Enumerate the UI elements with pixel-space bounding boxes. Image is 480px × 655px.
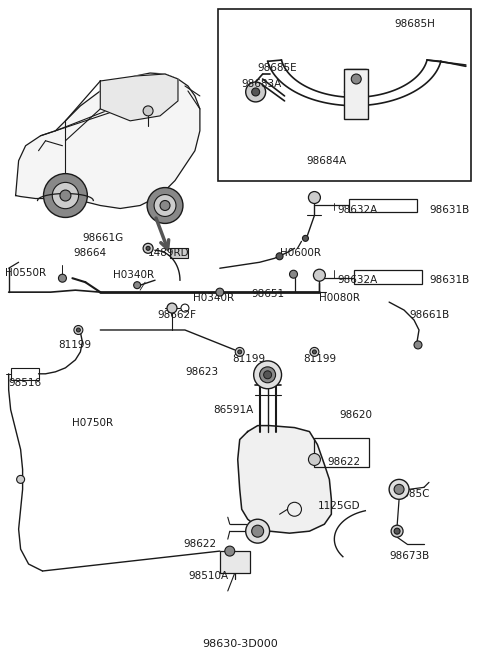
Circle shape — [414, 341, 422, 349]
Circle shape — [143, 106, 153, 116]
Circle shape — [160, 200, 170, 210]
Text: H0080R: H0080R — [319, 293, 360, 303]
Text: 98623: 98623 — [185, 367, 218, 377]
Circle shape — [289, 271, 298, 278]
Circle shape — [309, 191, 320, 204]
Text: H0340R: H0340R — [193, 293, 234, 303]
Circle shape — [52, 182, 79, 209]
Circle shape — [133, 282, 141, 289]
Text: 98632A: 98632A — [337, 206, 378, 215]
Circle shape — [260, 367, 276, 383]
Circle shape — [313, 269, 325, 281]
Text: 98622: 98622 — [327, 457, 360, 468]
Circle shape — [389, 479, 409, 499]
Circle shape — [394, 528, 400, 534]
Circle shape — [264, 371, 272, 379]
Text: 98664: 98664 — [73, 248, 107, 258]
Circle shape — [391, 525, 403, 537]
Text: 98651: 98651 — [252, 289, 285, 299]
Bar — [11, 368, 38, 380]
Circle shape — [238, 350, 242, 354]
Text: H0600R: H0600R — [279, 248, 321, 258]
Circle shape — [154, 195, 176, 216]
Polygon shape — [16, 73, 200, 208]
Text: 98620: 98620 — [339, 409, 372, 420]
Text: 98685E: 98685E — [258, 63, 297, 73]
Circle shape — [74, 326, 83, 335]
Text: 98510A: 98510A — [188, 571, 228, 581]
Circle shape — [167, 303, 177, 313]
Circle shape — [60, 190, 71, 201]
Text: 1125GD: 1125GD — [317, 501, 360, 512]
Circle shape — [252, 525, 264, 537]
Bar — [354, 271, 422, 284]
Text: 98683A: 98683A — [242, 79, 282, 89]
Circle shape — [44, 174, 87, 217]
Text: 86591A: 86591A — [213, 405, 253, 415]
Text: 98685C: 98685C — [389, 489, 430, 499]
Text: 98631B: 98631B — [429, 275, 469, 285]
Circle shape — [312, 350, 316, 354]
Circle shape — [309, 453, 320, 466]
Circle shape — [310, 347, 319, 356]
Bar — [314, 438, 369, 468]
Text: 81199: 81199 — [59, 340, 92, 350]
Circle shape — [225, 546, 235, 556]
Circle shape — [59, 274, 66, 282]
Circle shape — [147, 187, 183, 223]
Text: 98661G: 98661G — [83, 233, 124, 244]
Bar — [218, 9, 471, 181]
Circle shape — [216, 288, 224, 296]
Bar — [170, 248, 188, 258]
Text: 98684A: 98684A — [306, 156, 347, 166]
Text: 98661B: 98661B — [409, 310, 449, 320]
Circle shape — [146, 246, 150, 250]
Text: 98516: 98516 — [9, 378, 42, 388]
Text: H0750R: H0750R — [72, 418, 114, 428]
Text: H0340R: H0340R — [113, 271, 155, 280]
Circle shape — [252, 88, 260, 96]
Bar — [220, 551, 250, 573]
Circle shape — [246, 519, 270, 543]
Text: 98673B: 98673B — [389, 551, 430, 561]
Text: 98685H: 98685H — [394, 19, 435, 29]
Text: 98631B: 98631B — [429, 206, 469, 215]
Circle shape — [394, 484, 404, 495]
Text: 98632A: 98632A — [337, 275, 378, 285]
Circle shape — [17, 476, 24, 483]
Text: 1489RD: 1489RD — [148, 248, 190, 258]
Text: H0550R: H0550R — [5, 269, 46, 278]
Circle shape — [76, 328, 80, 332]
Bar — [349, 198, 417, 212]
Text: 98630-3D000: 98630-3D000 — [202, 639, 277, 648]
Text: 81199: 81199 — [303, 354, 336, 364]
Text: 98662F: 98662F — [157, 310, 196, 320]
Text: 81199: 81199 — [232, 354, 265, 364]
Circle shape — [235, 347, 244, 356]
Circle shape — [276, 253, 283, 260]
Circle shape — [246, 82, 265, 102]
Polygon shape — [100, 74, 178, 121]
Circle shape — [253, 361, 282, 389]
Circle shape — [143, 244, 153, 253]
Circle shape — [302, 235, 309, 241]
Circle shape — [351, 74, 361, 84]
Text: 98622: 98622 — [183, 539, 216, 549]
Polygon shape — [238, 426, 331, 533]
Bar — [344, 69, 368, 119]
